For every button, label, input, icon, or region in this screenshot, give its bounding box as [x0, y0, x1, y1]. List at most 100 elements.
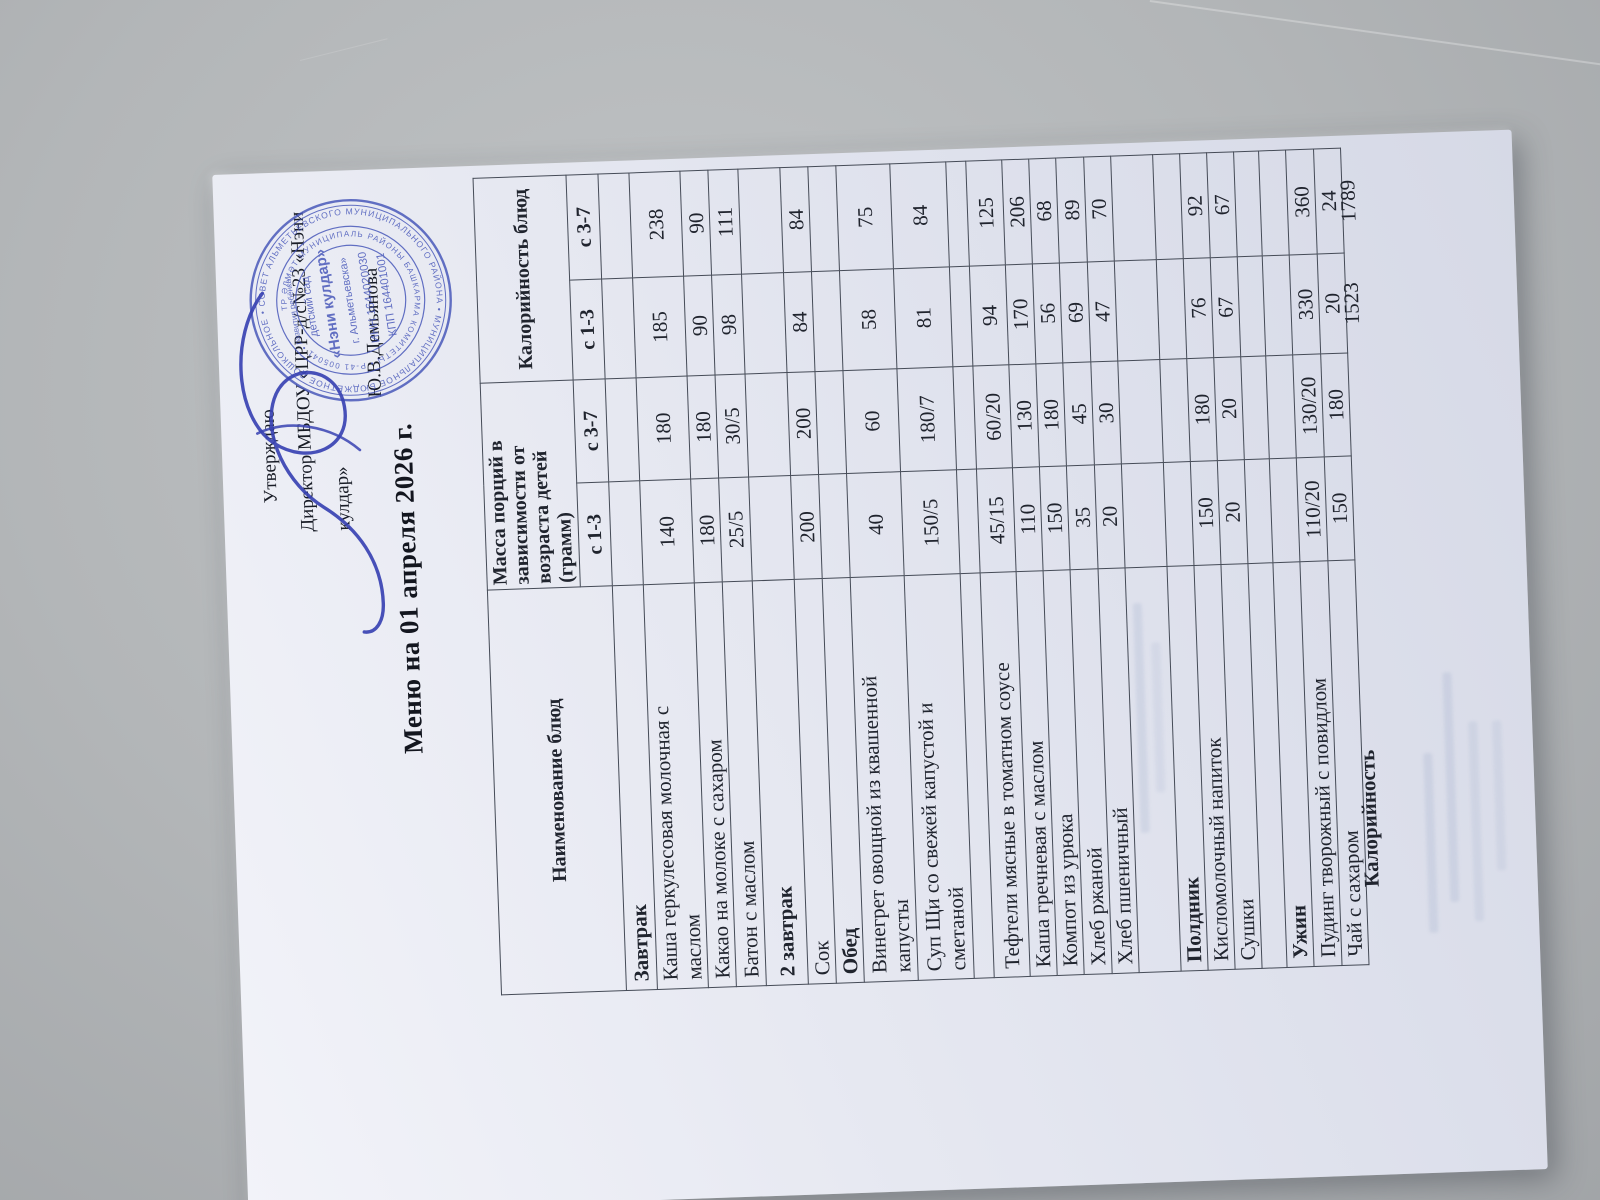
portion-mass-cell-1-3: 110 — [1012, 466, 1044, 572]
portion-mass-cell-3-7 — [1117, 359, 1164, 464]
calories-cell-3-7 — [737, 167, 784, 275]
calories-cell-1-3: 69 — [1059, 262, 1091, 363]
portion-mass-cell-1-3 — [1121, 462, 1167, 568]
portion-mass-cell-3-7: 60 — [842, 368, 901, 474]
calories-cell-3-7: 68 — [1028, 158, 1060, 264]
portion-mass-cell-3-7: 130/20 — [1292, 353, 1325, 458]
calories-cell-3-7: 67 — [1206, 151, 1238, 258]
calories-cell-3-7: 360 — [1285, 149, 1318, 255]
calories-cell-3-7: 75 — [835, 163, 894, 271]
calories-cell-1-3: 76 — [1183, 257, 1214, 359]
calories-cell-1-3: 170 — [1005, 263, 1036, 365]
table-scratch — [1149, 0, 1600, 67]
menu-table: Наименование блюд Масса порций в зависим… — [473, 148, 1370, 996]
calories-cell-1-3 — [1114, 259, 1160, 362]
portion-mass-cell-3-7 — [1265, 354, 1297, 459]
portion-mass-cell-3-7: 180 — [636, 376, 691, 481]
portion-mass-cell-3-7: 20 — [1213, 356, 1245, 461]
calories-cell-1-3 — [601, 277, 637, 379]
portion-mass-cell-1-3 — [608, 480, 644, 586]
calories-cell-1-3: 94 — [969, 264, 1009, 367]
portion-mass-cell-3-7: 45 — [1062, 361, 1095, 466]
portion-mass-cell-3-7: 180/7 — [896, 366, 957, 472]
calories-cell-1-3: 84 — [783, 271, 815, 373]
subheader-age-1-3: с 1-3 — [569, 278, 606, 381]
calories-cell-3-7: 89 — [1055, 157, 1088, 263]
portion-mass-cell-1-3: 40 — [846, 471, 905, 578]
calories-cell-3-7: 84 — [779, 166, 812, 273]
portion-mass-cell-3-7: 60/20 — [972, 364, 1013, 470]
calories-cell-3-7 — [1233, 150, 1263, 257]
calories-cell-3-7: 206 — [1001, 158, 1033, 265]
portion-mass-cell-3-7: 30 — [1090, 361, 1122, 465]
calories-cell-3-7: 70 — [1083, 156, 1115, 263]
document-content: Утверждаю Директор МБДОУ «ЦРР-д/с№23 «Нэ… — [213, 140, 1541, 1005]
calories-cell-3-7 — [1110, 154, 1157, 262]
total-calories-3-7: 1789 — [1335, 179, 1361, 223]
official-round-stamp: • СОВЕТ АЛЬМЕТЬЕВСКОГО МУНИЦИПАЛЬНОГО РА… — [232, 193, 462, 420]
calories-cell-1-3: 185 — [632, 276, 688, 378]
calories-cell-3-7: 238 — [628, 171, 684, 278]
portion-mass-cell-1-3 — [748, 475, 795, 581]
calories-cell-1-3 — [1237, 255, 1266, 357]
table-scratch — [300, 38, 388, 61]
portion-mass-cell-1-3: 20 — [1217, 459, 1248, 565]
calories-cell-1-3: 81 — [893, 266, 953, 369]
portion-mass-cell-3-7: 130 — [1008, 363, 1040, 468]
portion-mass-cell-1-3: 150 — [1190, 460, 1221, 566]
portion-mass-cell-3-7: 30/5 — [715, 374, 749, 479]
portion-mass-cell-3-7: 180 — [687, 375, 719, 479]
calories-cell-3-7: 92 — [1179, 152, 1211, 259]
portion-mass-cell-1-3: 25/5 — [718, 476, 753, 582]
portion-mass-cell-3-7 — [745, 372, 791, 477]
portion-mass-cell-3-7: 180 — [1186, 357, 1218, 462]
calories-cell-3-7 — [1152, 153, 1184, 260]
calories-cell-1-3 — [741, 272, 787, 375]
col-header-mass: Масса порций в зависимости от возраста д… — [480, 380, 581, 591]
portion-mass-cell-1-3 — [1244, 458, 1273, 564]
subheader-age-1-3: с 1-3 — [576, 481, 613, 587]
portion-mass-cell-1-3: 110/20 — [1296, 456, 1328, 562]
portion-mass-cell-1-3 — [1163, 461, 1194, 567]
calories-cell-1-3: 56 — [1032, 262, 1063, 364]
portion-mass-cell-1-3: 150 — [1039, 465, 1071, 571]
portion-mass-cell-1-3: 200 — [790, 474, 823, 580]
calories-cell-3-7: 84 — [889, 161, 950, 269]
calories-cell-1-3: 58 — [839, 268, 897, 371]
calories-cell-3-7: 111 — [707, 169, 742, 276]
calories-cell-3-7 — [597, 172, 633, 279]
portion-mass-cell-3-7: 180 — [1035, 362, 1067, 467]
calories-cell-1-3: 67 — [1210, 256, 1241, 358]
portion-mass-cell-3-7 — [605, 377, 640, 482]
portion-mass-cell-1-3: 140 — [639, 478, 695, 585]
portion-mass-cell-1-3: 180 — [690, 478, 723, 583]
calories-cell-1-3: 98 — [711, 274, 746, 376]
menu-document-page: Утверждаю Директор МБДОУ «ЦРР-д/с№23 «Нэ… — [212, 129, 1548, 1200]
portion-mass-cell-3-7: 200 — [786, 371, 819, 476]
portion-mass-cell-1-3: 150/5 — [900, 469, 961, 576]
portion-mass-cell-3-7 — [1240, 355, 1270, 460]
calories-cell-1-3 — [1156, 258, 1187, 360]
calories-cell-3-7 — [807, 165, 840, 272]
portion-mass-cell-1-3: 35 — [1066, 464, 1099, 570]
calories-cell-1-3 — [811, 270, 843, 372]
col-header-calories: Калорийность блюд — [473, 175, 574, 384]
portion-mass-cell-1-3 — [1269, 457, 1300, 563]
calories-cell-3-7 — [1258, 150, 1290, 256]
portion-mass-cell-1-3 — [818, 473, 851, 579]
subheader-age-3-7: с 3-7 — [573, 378, 609, 483]
calories-cell-1-3: 47 — [1087, 261, 1118, 362]
portion-mass-cell-1-3: 20 — [1094, 463, 1126, 569]
portion-mass-cell-1-3: 45/15 — [976, 467, 1017, 573]
calories-cell-1-3 — [1262, 254, 1293, 356]
col-header-name: Наименование блюд — [487, 585, 627, 995]
director-signature — [239, 291, 386, 634]
calories-cell-3-7: 125 — [965, 159, 1006, 267]
calories-cell-3-7: 90 — [679, 170, 712, 277]
portion-mass-cell-3-7 — [814, 370, 847, 475]
portion-mass-cell-3-7 — [1159, 358, 1191, 463]
calories-cell-1-3: 330 — [1289, 253, 1321, 355]
total-calories-1-3: 1523 — [1338, 281, 1365, 325]
subheader-age-3-7: с 3-7 — [565, 174, 602, 281]
